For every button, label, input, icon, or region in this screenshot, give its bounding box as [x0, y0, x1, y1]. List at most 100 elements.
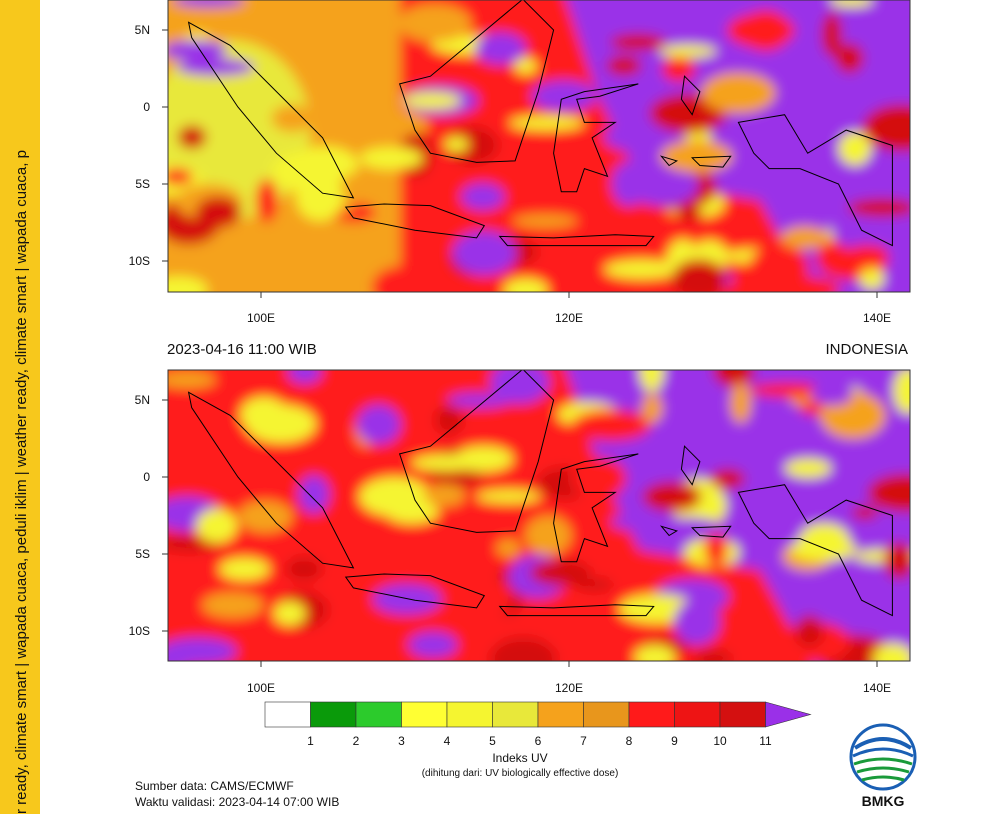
colorbar-label: 6: [535, 734, 542, 748]
uv-blob: [819, 600, 858, 617]
lon-label: 100E: [247, 681, 275, 695]
uv-blob: [531, 80, 597, 112]
coastline: [498, 604, 655, 617]
uv-blob: [838, 131, 872, 166]
lon-label: 140E: [863, 681, 891, 695]
uv-blob: [574, 578, 614, 592]
uv-blob: [352, 109, 429, 142]
lat-label: 0: [143, 470, 150, 484]
uv-blob: [749, 382, 829, 398]
uv-blob: [490, 637, 557, 661]
uv-blob: [271, 151, 346, 193]
uv-blob: [745, 502, 769, 541]
color-box: [628, 701, 675, 728]
lat-label: 5S: [135, 177, 150, 191]
uv-blob: [884, 541, 910, 580]
uv-blob: [859, 268, 885, 290]
uv-blob: [756, 160, 785, 185]
lat-label: 5S: [135, 547, 150, 561]
uv-blob: [867, 473, 910, 513]
color-arrow: [765, 701, 812, 728]
colorbar-label: 7: [580, 734, 587, 748]
lon-label: 120E: [555, 311, 583, 325]
color-box: [537, 701, 584, 728]
uv-blob: [512, 214, 578, 228]
coastline: [691, 525, 732, 538]
uv-blob: [410, 454, 482, 471]
uv-blob: [641, 393, 663, 424]
uv-blob: [701, 72, 776, 114]
uv-blob: [168, 276, 208, 292]
uv-blob: [406, 187, 434, 211]
uv-blob: [574, 626, 643, 661]
uv-blob: [660, 140, 733, 173]
lat-label: 10S: [129, 624, 150, 638]
sidebar-text: r ready, climate smart | wapada cuaca, p…: [13, 150, 30, 814]
uv-blob: [273, 601, 306, 626]
uv-blob: [172, 0, 245, 8]
uv-blob: [710, 468, 745, 489]
uv-blob: [671, 258, 727, 292]
uv-blob: [298, 475, 330, 514]
uv-blob: [868, 155, 905, 176]
uv-blob: [790, 47, 820, 64]
uv-blob: [372, 583, 442, 615]
uv-blob: [529, 559, 592, 586]
uv-blob: [423, 484, 466, 507]
uv-blob: [271, 104, 314, 133]
uv-blob: [740, 9, 791, 52]
coastline: [737, 114, 893, 247]
uv-blob: [490, 370, 550, 404]
validity: Waktu validasi: 2023-04-14 07:00 WIB: [135, 795, 339, 809]
uv-blob: [444, 136, 469, 152]
uv-blob: [460, 183, 505, 211]
coastline: [680, 445, 701, 486]
uv-blob: [611, 161, 646, 207]
uv-blobs: [168, 0, 910, 292]
uv-blob: [704, 530, 728, 567]
coastline: [398, 370, 555, 533]
uv-blob: [286, 556, 323, 582]
uv-blob: [195, 196, 242, 228]
uv-blob: [713, 370, 755, 388]
uv-blob: [474, 32, 527, 65]
lat-label: 10S: [129, 254, 150, 268]
map: 5N 0 5S 10S 100E 120E 140E: [129, 369, 911, 695]
colorbar-label: 5: [489, 734, 496, 748]
color-box: [674, 701, 721, 728]
color-box: [264, 701, 311, 728]
coastline: [659, 525, 679, 537]
lat-label: 5N: [135, 393, 150, 407]
lon-label: 120E: [555, 681, 583, 695]
uv-blob: [693, 649, 733, 661]
color-box: [310, 701, 357, 728]
uv-blob: [359, 146, 423, 170]
uv-blob: [525, 515, 572, 555]
colorbar-label: 3: [398, 734, 405, 748]
uv-blob: [847, 244, 885, 264]
uv-blob: [371, 266, 430, 292]
uv-blob: [219, 557, 270, 581]
uv-field: [168, 0, 910, 292]
uv-blob: [659, 44, 717, 58]
uv-blob: [676, 207, 703, 222]
colorbar: 1 2 3 4 5 6 7 8 9 10 11: [264, 701, 812, 748]
map-frame: [167, 369, 911, 662]
uv-blob: [862, 104, 910, 152]
coastline: [344, 203, 486, 239]
color-box: [492, 701, 539, 728]
coastline: [344, 573, 486, 609]
uv-blob: [730, 382, 752, 424]
uv-blob: [238, 500, 293, 533]
colorbar-label: 8: [626, 734, 633, 748]
colorbar-title: Indeks UV: [492, 751, 547, 765]
uv-blob: [673, 598, 720, 646]
colorbar-subtitle: (dihitung dari: UV biologically effectiv…: [422, 768, 619, 779]
uv-blob: [604, 259, 679, 279]
uv-blob: [266, 6, 326, 39]
colorbar-label: 1: [307, 734, 314, 748]
colorbar-label: 2: [353, 734, 360, 748]
colorbar-label: 4: [444, 734, 451, 748]
uv-blob: [873, 643, 910, 661]
